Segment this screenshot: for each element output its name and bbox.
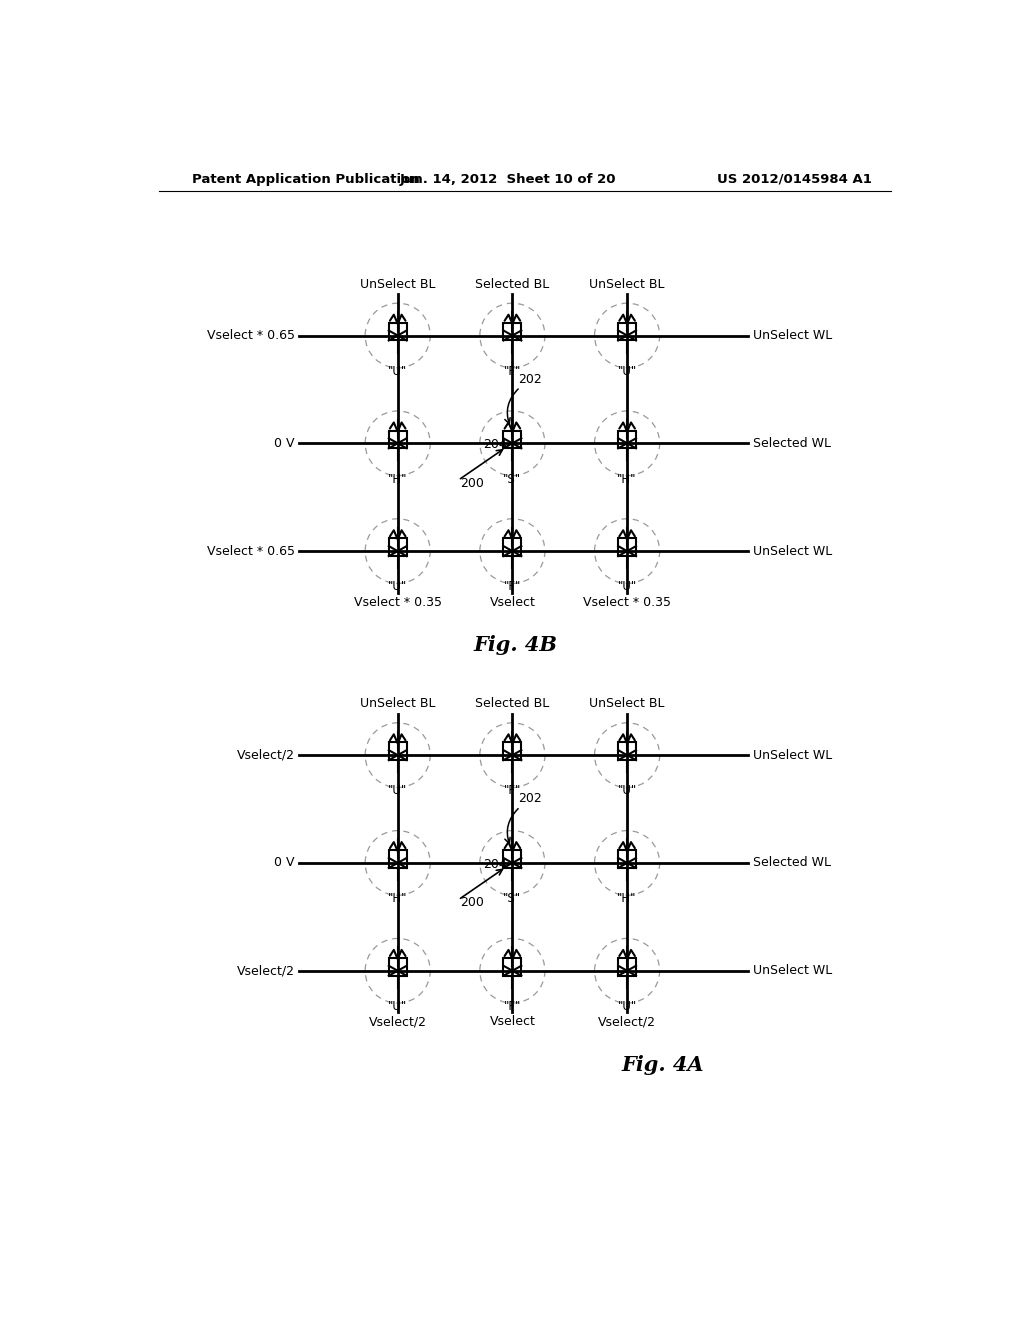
- Text: Selected BL: Selected BL: [475, 697, 550, 710]
- Text: "H": "H": [617, 473, 637, 486]
- Text: "S": "S": [504, 473, 521, 486]
- Text: "H": "H": [388, 473, 408, 486]
- Bar: [504, 539, 521, 556]
- Text: UnSelect BL: UnSelect BL: [360, 277, 435, 290]
- Bar: [504, 958, 521, 975]
- Bar: [504, 323, 521, 341]
- Text: UnSelect WL: UnSelect WL: [753, 748, 831, 762]
- Text: Vselect/2: Vselect/2: [237, 748, 295, 762]
- Text: UnSelect WL: UnSelect WL: [753, 964, 831, 977]
- Text: Vselect * 0.65: Vselect * 0.65: [207, 329, 295, 342]
- Text: 204: 204: [483, 438, 507, 451]
- Text: "U": "U": [617, 364, 637, 378]
- Bar: [618, 323, 636, 341]
- Text: 0 V: 0 V: [274, 857, 295, 870]
- Text: US 2012/0145984 A1: US 2012/0145984 A1: [717, 173, 872, 186]
- Text: 204: 204: [483, 858, 507, 871]
- Bar: [504, 850, 521, 869]
- Text: "U": "U": [388, 581, 408, 594]
- Text: Vselect * 0.65: Vselect * 0.65: [207, 545, 295, 557]
- Text: "S": "S": [504, 892, 521, 906]
- Text: Selected WL: Selected WL: [753, 857, 830, 870]
- Text: Selected BL: Selected BL: [475, 277, 550, 290]
- Text: Vselect * 0.35: Vselect * 0.35: [353, 595, 441, 609]
- Bar: [618, 850, 636, 869]
- Bar: [389, 850, 407, 869]
- Text: Vselect: Vselect: [489, 1015, 536, 1028]
- Text: "U": "U": [617, 581, 637, 594]
- Bar: [618, 742, 636, 760]
- Text: Vselect/2: Vselect/2: [369, 1015, 427, 1028]
- Bar: [618, 430, 636, 449]
- Text: "H": "H": [617, 892, 637, 906]
- Text: "U": "U": [388, 364, 408, 378]
- Text: "U": "U": [388, 784, 408, 797]
- Text: "F": "F": [504, 784, 521, 797]
- Bar: [389, 430, 407, 449]
- Text: UnSelect WL: UnSelect WL: [753, 545, 831, 557]
- Text: Fig. 4B: Fig. 4B: [473, 635, 557, 655]
- Bar: [389, 539, 407, 556]
- Text: 202: 202: [518, 372, 543, 385]
- Text: UnSelect BL: UnSelect BL: [590, 277, 665, 290]
- Text: 0 V: 0 V: [274, 437, 295, 450]
- Text: UnSelect BL: UnSelect BL: [360, 697, 435, 710]
- Text: "F": "F": [504, 1001, 521, 1012]
- Text: "F": "F": [504, 364, 521, 378]
- Text: Selected WL: Selected WL: [753, 437, 830, 450]
- Text: 200: 200: [460, 477, 483, 490]
- Text: Jun. 14, 2012  Sheet 10 of 20: Jun. 14, 2012 Sheet 10 of 20: [399, 173, 616, 186]
- Text: Fig. 4A: Fig. 4A: [622, 1055, 705, 1074]
- Text: "F": "F": [504, 581, 521, 594]
- Bar: [504, 430, 521, 449]
- Text: "U": "U": [617, 784, 637, 797]
- Text: "U": "U": [388, 1001, 408, 1012]
- Text: 202: 202: [518, 792, 543, 805]
- Text: Vselect/2: Vselect/2: [237, 964, 295, 977]
- Bar: [389, 323, 407, 341]
- Bar: [389, 958, 407, 975]
- Bar: [618, 958, 636, 975]
- Bar: [504, 742, 521, 760]
- Text: Vselect/2: Vselect/2: [598, 1015, 656, 1028]
- Text: UnSelect BL: UnSelect BL: [590, 697, 665, 710]
- Text: Vselect * 0.35: Vselect * 0.35: [583, 595, 671, 609]
- Bar: [389, 742, 407, 760]
- Text: UnSelect WL: UnSelect WL: [753, 329, 831, 342]
- Text: 200: 200: [460, 896, 483, 909]
- Text: "U": "U": [617, 1001, 637, 1012]
- Bar: [618, 539, 636, 556]
- Text: "H": "H": [388, 892, 408, 906]
- Text: Patent Application Publication: Patent Application Publication: [191, 173, 419, 186]
- Text: Vselect: Vselect: [489, 595, 536, 609]
